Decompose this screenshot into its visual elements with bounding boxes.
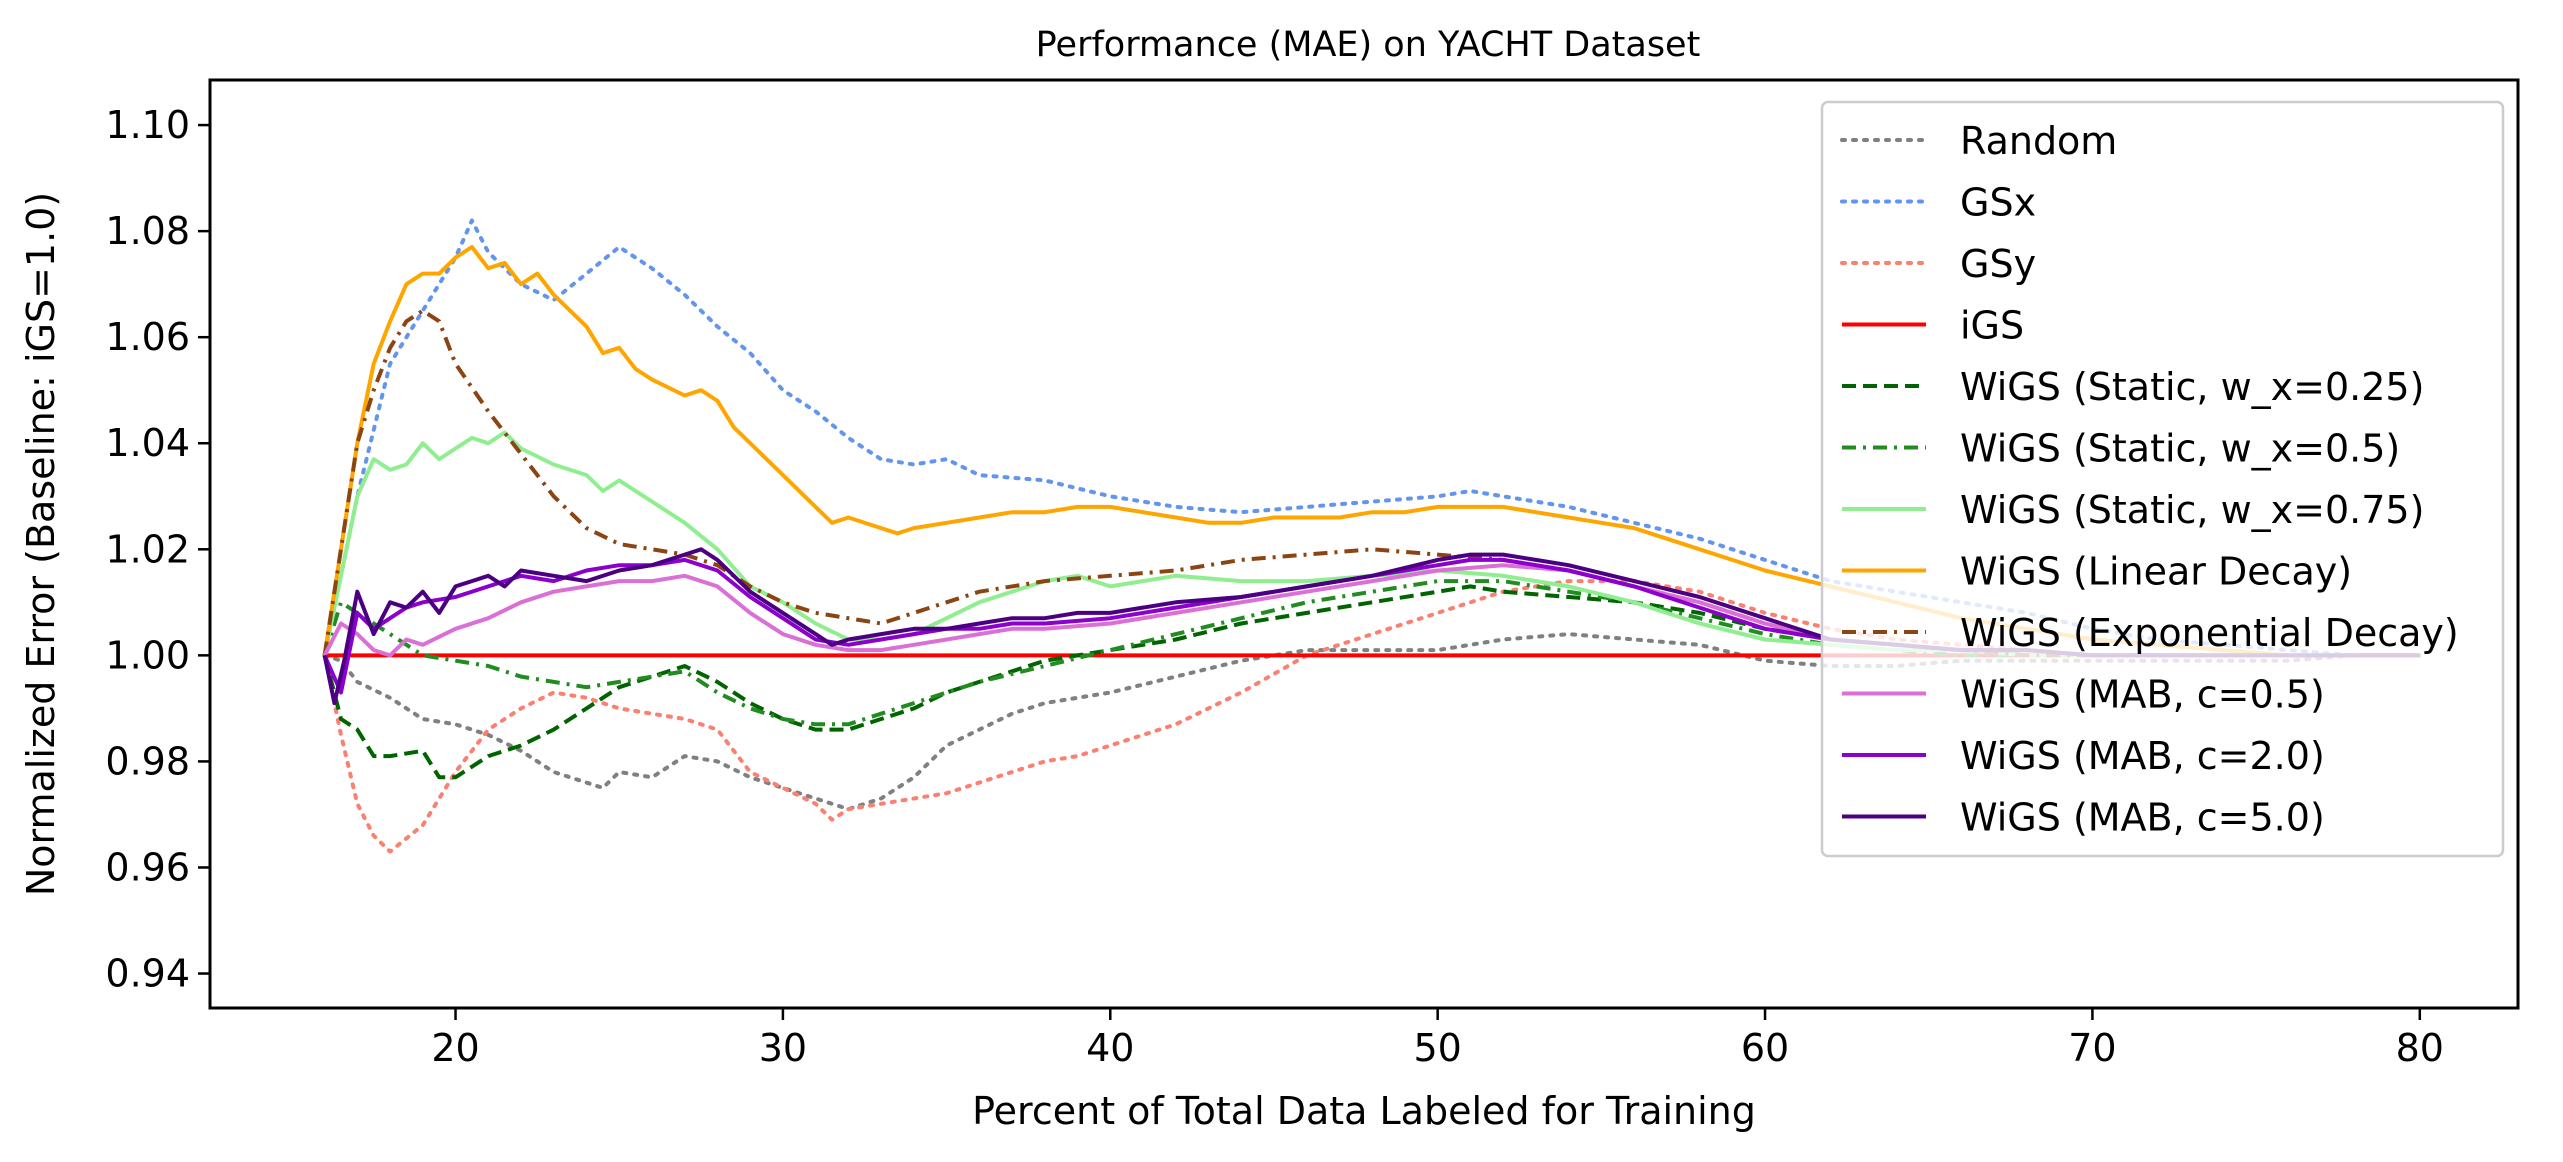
legend-label: WiGS (Static, w_x=0.25): [1960, 365, 2424, 409]
legend-label: iGS: [1960, 304, 2024, 348]
x-tick-label: 20: [431, 1026, 479, 1070]
y-tick-label: 1.08: [105, 209, 190, 253]
legend-label: WiGS (MAB, c=5.0): [1960, 796, 2325, 840]
y-tick-label: 0.98: [105, 739, 190, 783]
legend-label: Random: [1960, 119, 2117, 163]
y-tick-label: 1.10: [105, 103, 190, 147]
legend-label: WiGS (Static, w_x=0.5): [1960, 427, 2400, 471]
legend-label: WiGS (MAB, c=2.0): [1960, 734, 2325, 778]
y-tick-label: 1.04: [105, 421, 190, 465]
legend-label: GSx: [1960, 181, 2036, 225]
x-axis-label: Percent of Total Data Labeled for Traini…: [972, 1089, 1756, 1133]
y-tick-label: 1.06: [105, 315, 190, 359]
x-tick-label: 80: [2396, 1026, 2444, 1070]
x-tick-label: 60: [1741, 1026, 1789, 1070]
series-line-6: [322, 579, 2420, 727]
y-tick-label: 0.94: [105, 952, 190, 996]
x-tick-label: 40: [1086, 1026, 1134, 1070]
legend-label: GSy: [1960, 242, 2036, 286]
series-line-8: [322, 245, 2420, 658]
y-axis-ticks: 0.94 0.96 0.98 1.00 1.02 1.04 1.06 1.08 1.10: [105, 103, 210, 996]
legend-label: WiGS (Exponential Decay): [1960, 611, 2459, 655]
y-tick-label: 0.96: [105, 845, 190, 889]
x-tick-label: 70: [2068, 1026, 2116, 1070]
plot-area-frame: [208, 78, 2520, 1010]
x-tick-label: 30: [759, 1026, 807, 1070]
x-axis-ticks: 20 30 40 50 60 70 80: [431, 1008, 2444, 1070]
y-axis-label: Normalized Error (Baseline: iGS=1.0): [19, 192, 63, 896]
series-line-1: [322, 632, 2422, 812]
series-line-12: [322, 547, 2420, 706]
legend-box: [1820, 100, 2505, 858]
legend: Random GSx GSy iGS WiGS (Static, w_x=0.25) Wi…: [1820, 100, 2505, 858]
x-tick-label: 50: [1413, 1026, 1461, 1070]
legend-label: WiGS (MAB, c=0.5): [1960, 673, 2325, 717]
legend-label: WiGS (Linear Decay): [1960, 550, 2352, 594]
chart-title: Performance (MAE) on YACHT Dataset: [1036, 25, 1701, 65]
y-tick-label: 1.00: [105, 633, 190, 677]
series-line-5: [322, 584, 2420, 780]
legend-label: WiGS (Static, w_x=0.75): [1960, 488, 2424, 532]
y-tick-label: 1.02: [105, 527, 190, 571]
